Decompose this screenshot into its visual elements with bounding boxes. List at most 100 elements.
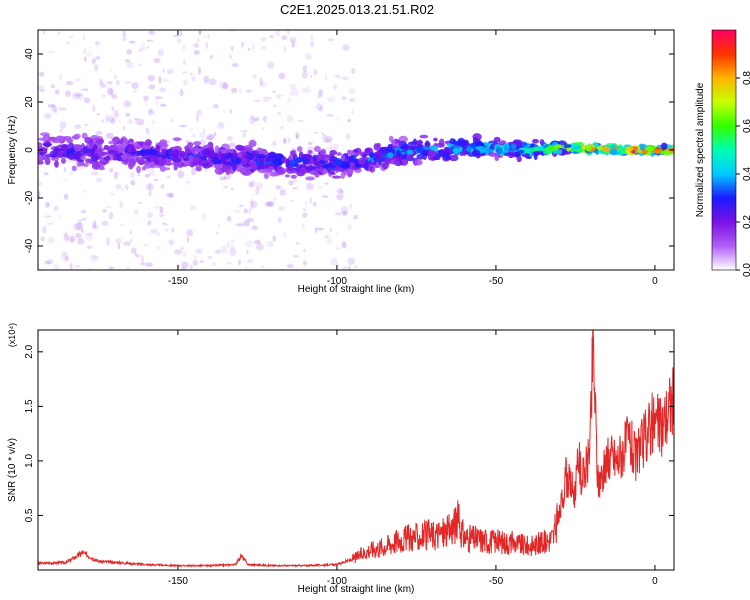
heatmap-noise-blob [330, 257, 338, 266]
heatmap-noise-blob [130, 179, 136, 186]
heatmap-noise-blob [336, 194, 344, 201]
heatmap-noise-blob [162, 79, 170, 82]
heatmap-noise-blob [66, 40, 70, 45]
heatmap-band-blob [373, 154, 381, 163]
heatmap-noise-blob [38, 181, 43, 186]
heatmap-band-blob [331, 175, 342, 179]
heatmap-noise-blob [101, 94, 106, 97]
heatmap-noise-blob [302, 207, 307, 212]
heatmap-noise-blob [137, 202, 143, 205]
heatmap-noise-blob [348, 87, 356, 94]
heatmap-noise-blob [302, 212, 308, 218]
heatmap-band-blob [329, 155, 335, 163]
heatmap-noise-blob [65, 80, 74, 86]
heatmap-band-blob [117, 145, 126, 153]
heatmap-band-blob [43, 143, 52, 147]
heatmap-noise-blob [347, 223, 352, 231]
heatmap-noise-blob [165, 192, 173, 198]
heatmap-noise-blob [291, 88, 300, 97]
heatmap-noise-blob [228, 54, 233, 59]
heatmap-noise-blob [60, 252, 69, 260]
snr-y-tick-label: 1.5 [24, 399, 35, 413]
heatmap-band-blob [195, 166, 202, 172]
heatmap-band-blob [384, 157, 392, 165]
heatmap-band-blob [38, 142, 43, 149]
heatmap-band-blob [453, 141, 464, 146]
heatmap-noise-blob [108, 266, 115, 270]
heatmap-noise-blob [167, 69, 174, 75]
heatmap-noise-blob [127, 118, 133, 124]
heatmap-band-blob [416, 146, 424, 154]
heatmap-noise-blob [91, 104, 96, 112]
heatmap-noise-blob [81, 218, 87, 221]
heatmap-noise-blob [245, 240, 254, 248]
heatmap-noise-blob [148, 30, 155, 35]
heatmap-band-blob [173, 163, 178, 171]
heatmap-noise-blob [74, 222, 82, 230]
heatmap-noise-blob [85, 87, 89, 92]
heatmap-band-blob [433, 137, 438, 142]
heatmap-noise-blob [238, 88, 242, 95]
heatmap-noise-blob [286, 115, 294, 123]
heatmap-noise-blob [315, 103, 323, 111]
heatmap-noise-blob [177, 170, 185, 179]
heatmap-noise-blob [123, 100, 132, 108]
heatmap-band-blob [39, 151, 44, 156]
heatmap-band-blob [449, 154, 459, 162]
heatmap-noise-blob [186, 236, 190, 243]
heatmap-noise-blob [256, 243, 264, 251]
heatmap-band-blob [112, 154, 118, 161]
heatmap-band-blob [83, 145, 88, 153]
heatmap-band-blob [319, 166, 324, 172]
heatmap-band-blob [128, 138, 134, 143]
heatmap-noise-blob [149, 228, 158, 234]
heatmap-band-blob [251, 149, 259, 157]
heatmap-noise-blob [351, 108, 355, 115]
heatmap-noise-blob [222, 82, 229, 90]
heatmap-band-blob [237, 152, 243, 158]
snr-y-axis-label: SNR (10 * v/v) [7, 438, 18, 502]
heatmap-y-tick-label: 40 [24, 48, 35, 60]
heatmap-noise-blob [105, 205, 112, 209]
heatmap-noise-blob [332, 143, 339, 151]
heatmap-noise-blob [164, 228, 169, 232]
heatmap-band-blob [232, 149, 237, 156]
heatmap-noise-blob [179, 88, 184, 97]
heatmap-x-tick-label: -100 [327, 276, 347, 287]
heatmap-band-blob [516, 155, 522, 163]
snr-x-tick-label: -100 [327, 576, 347, 587]
heatmap-noise-blob [134, 252, 138, 257]
heatmap-noise-blob [84, 233, 89, 236]
heatmap-noise-blob [74, 124, 82, 129]
heatmap-noise-blob [214, 249, 222, 254]
heatmap-band-blob [172, 137, 182, 142]
heatmap-noise-blob [153, 57, 161, 64]
heatmap-noise-blob [253, 99, 262, 103]
heatmap-noise-blob [95, 55, 101, 60]
heatmap-noise-blob [129, 238, 133, 242]
heatmap-noise-blob [278, 72, 286, 80]
heatmap-noise-blob [289, 90, 293, 97]
heatmap-noise-blob [110, 88, 114, 97]
heatmap-noise-blob [276, 93, 281, 100]
heatmap-band-blob [305, 176, 315, 181]
heatmap-band-blob [60, 143, 69, 151]
heatmap-noise-blob [90, 171, 99, 176]
heatmap-noise-blob [295, 242, 300, 245]
heatmap-band-blob [42, 134, 51, 143]
heatmap-noise-blob [305, 200, 308, 206]
heatmap-noise-blob [62, 179, 69, 182]
heatmap-band-blob [83, 162, 89, 168]
heatmap-band-blob [154, 158, 160, 166]
heatmap-noise-blob [125, 183, 129, 191]
heatmap-noise-blob [68, 35, 75, 39]
heatmap-noise-blob [64, 90, 71, 97]
heatmap-noise-blob [345, 133, 350, 141]
heatmap-noise-blob [349, 98, 356, 103]
heatmap-noise-blob [313, 69, 318, 76]
heatmap-noise-blob [228, 30, 235, 33]
heatmap-band-blob [419, 134, 429, 139]
heatmap-noise-blob [316, 227, 324, 231]
heatmap-band-blob [235, 144, 244, 151]
